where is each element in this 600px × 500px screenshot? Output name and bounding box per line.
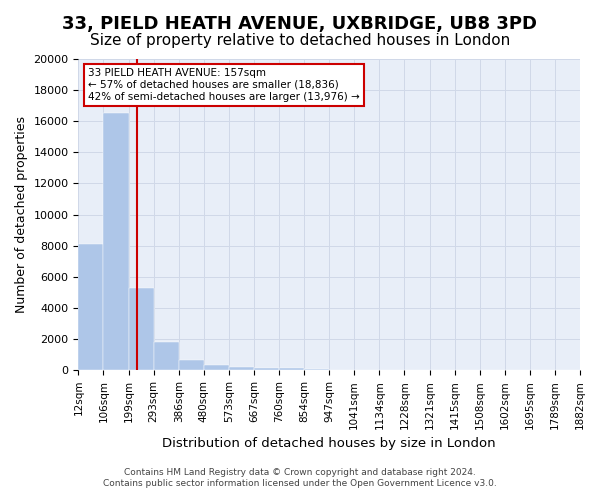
Bar xyxy=(179,360,204,370)
Bar xyxy=(229,367,254,370)
X-axis label: Distribution of detached houses by size in London: Distribution of detached houses by size … xyxy=(163,437,496,450)
Bar xyxy=(154,342,179,370)
Text: Size of property relative to detached houses in London: Size of property relative to detached ho… xyxy=(90,32,510,48)
Text: 33, PIELD HEATH AVENUE, UXBRIDGE, UB8 3PD: 33, PIELD HEATH AVENUE, UXBRIDGE, UB8 3P… xyxy=(62,15,538,33)
Text: Contains HM Land Registry data © Crown copyright and database right 2024.
Contai: Contains HM Land Registry data © Crown c… xyxy=(103,468,497,487)
Y-axis label: Number of detached properties: Number of detached properties xyxy=(15,116,28,313)
Bar xyxy=(279,368,304,370)
Bar xyxy=(103,114,128,370)
Bar xyxy=(254,368,279,370)
Bar xyxy=(204,364,229,370)
Bar xyxy=(128,288,154,370)
Bar xyxy=(79,244,103,370)
Text: 33 PIELD HEATH AVENUE: 157sqm
← 57% of detached houses are smaller (18,836)
42% : 33 PIELD HEATH AVENUE: 157sqm ← 57% of d… xyxy=(88,68,360,102)
